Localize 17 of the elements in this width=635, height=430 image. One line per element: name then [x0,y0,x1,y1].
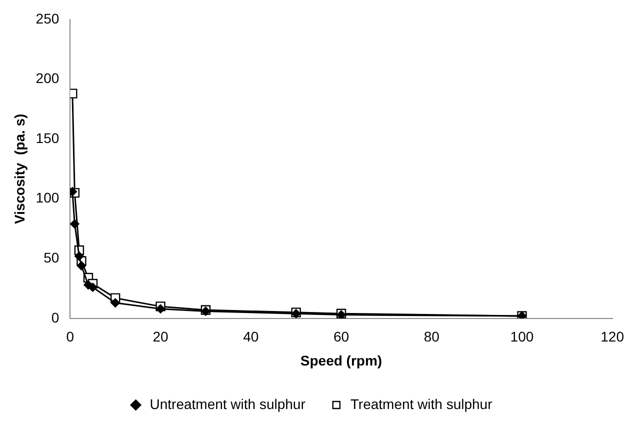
y-tick-label: 100 [36,190,60,206]
x-tick-label: 0 [66,328,74,345]
legend-label: Treatment with sulphur [350,396,493,412]
y-tick-label: 250 [36,10,60,26]
x-tick-label: 120 [600,328,624,345]
x-axis-title: Speed (rpm) [300,352,382,368]
x-tick-label: 100 [510,328,534,345]
y-tick-label: 50 [44,249,60,266]
legend-label: Untreatment with sulphur [150,396,306,412]
x-tick-label: 80 [424,328,440,345]
x-tick-label: 60 [333,328,350,345]
x-tick-label: 20 [152,328,169,345]
y-tick-label: 150 [36,130,60,146]
y-tick-label: 0 [51,309,60,326]
y-axis-title: Viscosity (pa. s) [11,114,28,224]
y-tick-label: 200 [36,70,60,86]
x-tick-label: 40 [243,328,259,345]
